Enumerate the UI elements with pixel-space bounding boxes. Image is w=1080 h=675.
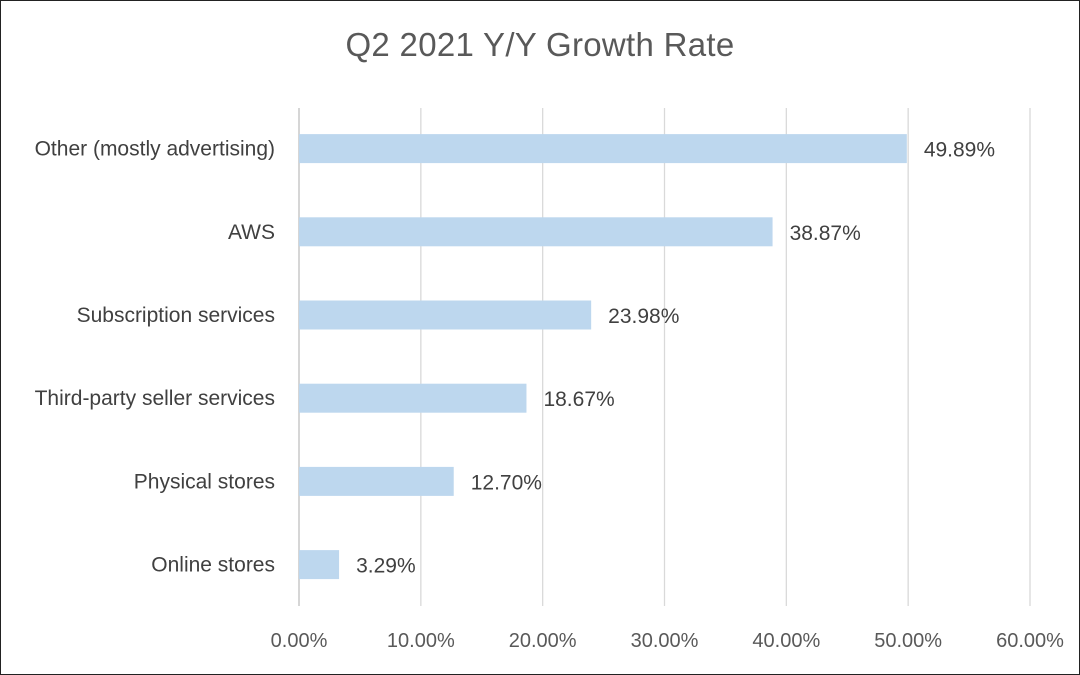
bar — [299, 134, 907, 164]
bars — [299, 134, 907, 580]
x-tick-label: 40.00% — [752, 630, 820, 652]
bar — [299, 550, 340, 580]
x-tick-label: 10.00% — [387, 630, 455, 652]
data-label: 49.89% — [924, 139, 995, 162]
x-tick-label: 50.00% — [874, 630, 942, 652]
x-tick-label: 30.00% — [631, 630, 699, 652]
data-label: 12.70% — [471, 471, 542, 494]
data-label: 18.67% — [543, 388, 614, 411]
data-label: 3.29% — [356, 555, 416, 578]
x-tick-label: 20.00% — [509, 630, 577, 652]
category-label: AWS — [228, 221, 275, 244]
labels: 0.00% 10.00% 20.00% 30.00% 40.00% 50.00% 60.00… — [35, 138, 1065, 652]
bar — [299, 466, 454, 496]
gridlines — [298, 108, 1031, 606]
chart-title: Q2 2021 Y/Y Growth Rate — [345, 26, 735, 63]
category-label: Subscription services — [77, 304, 275, 327]
x-tick-label: 60.00% — [996, 630, 1064, 652]
bar — [299, 217, 773, 247]
category-label: Physical stores — [134, 470, 275, 493]
data-label: 23.98% — [608, 305, 679, 328]
category-label: Online stores — [151, 554, 275, 577]
data-label: 38.87% — [790, 222, 861, 245]
x-tick-label: 0.00% — [271, 630, 328, 652]
category-label: Other (mostly advertising) — [35, 138, 275, 161]
category-label: Third-party seller services — [35, 387, 275, 410]
bar — [299, 300, 592, 330]
bar — [299, 383, 527, 413]
